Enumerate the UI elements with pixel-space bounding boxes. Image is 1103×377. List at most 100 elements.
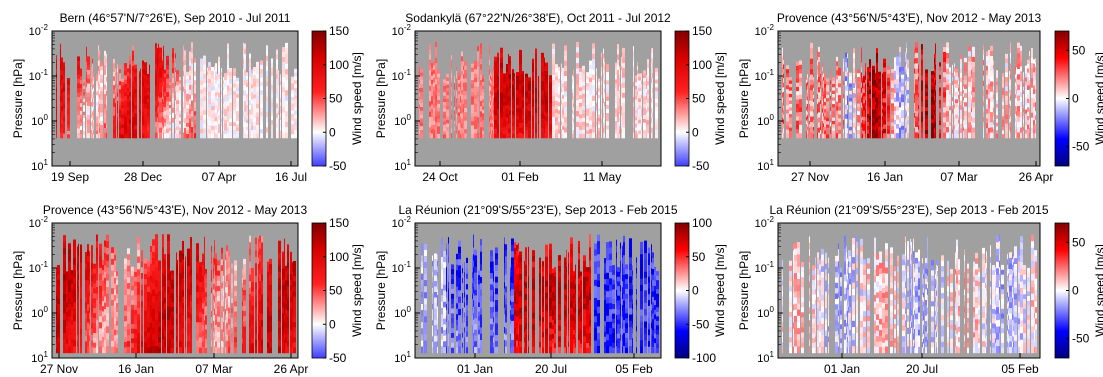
heatmap-cell — [622, 97, 625, 104]
heatmap-cell — [1031, 112, 1033, 119]
heatmap-cell — [958, 112, 959, 117]
heatmap-cell — [61, 110, 63, 116]
heatmap-cell — [925, 96, 928, 101]
heatmap-cell — [106, 63, 107, 69]
heatmap-cell — [896, 119, 899, 125]
heatmap-cell — [56, 64, 57, 70]
heatmap-cell — [276, 132, 278, 139]
heatmap-cell — [223, 114, 224, 119]
heatmap-cell — [849, 87, 852, 92]
heatmap-cell — [894, 66, 896, 72]
heatmap-cell — [905, 128, 906, 134]
heatmap-cell — [508, 133, 509, 139]
heatmap-cell — [643, 77, 646, 83]
heatmap-cell — [647, 85, 649, 91]
heatmap-cell — [796, 82, 799, 88]
heatmap-cell — [186, 82, 189, 88]
heatmap-cell — [244, 59, 246, 66]
heatmap-cell — [493, 129, 494, 135]
heatmap-cell — [1035, 115, 1036, 121]
heatmap-cell — [946, 63, 949, 70]
heatmap-cell — [867, 133, 869, 139]
heatmap-cell — [1009, 126, 1010, 131]
heatmap-cell — [169, 78, 171, 83]
heatmap-cell — [140, 130, 141, 135]
heatmap-cell — [175, 128, 176, 134]
heatmap-cell — [113, 76, 115, 82]
heatmap-cell — [184, 50, 186, 56]
heatmap-cell — [435, 95, 437, 101]
heatmap-cell — [619, 117, 620, 123]
heatmap-cell — [420, 114, 423, 120]
heatmap-cell — [435, 57, 437, 64]
heatmap-cell — [857, 99, 860, 105]
heatmap-cell — [832, 120, 835, 125]
heatmap-cell — [869, 76, 871, 82]
heatmap-cell — [172, 63, 174, 69]
heatmap-cell — [899, 57, 901, 63]
heatmap-cell — [1005, 53, 1008, 60]
heatmap-cell — [233, 83, 236, 89]
heatmap-cell — [491, 88, 492, 93]
heatmap-cell — [573, 111, 574, 116]
heatmap-cell — [458, 94, 460, 99]
heatmap-cell — [175, 114, 176, 120]
heatmap-cell — [221, 122, 222, 127]
heatmap-cell — [99, 84, 100, 90]
heatmap-cell — [492, 109, 493, 114]
heatmap-cell — [433, 107, 435, 113]
heatmap-cell — [817, 60, 818, 66]
heatmap-cell — [896, 106, 899, 112]
heatmap-cell — [106, 77, 107, 83]
heatmap-cell — [619, 98, 620, 103]
heatmap-cell — [946, 105, 949, 112]
heatmap-cell — [223, 93, 224, 98]
heatmap-cell — [960, 82, 962, 88]
heatmap-cell — [285, 63, 288, 70]
heatmap-cell — [782, 47, 783, 54]
heatmap-cell — [443, 115, 446, 119]
heatmap-cell — [494, 56, 497, 62]
heatmap-cell — [519, 108, 522, 114]
heatmap-cell — [155, 116, 157, 123]
heatmap-cell — [960, 114, 962, 120]
heatmap-cell — [826, 124, 829, 129]
heatmap-cell — [443, 131, 446, 135]
heatmap-cell — [492, 78, 493, 83]
heatmap-cell — [494, 128, 497, 134]
heatmap-cell — [875, 87, 876, 92]
heatmap-cell — [492, 116, 493, 121]
heatmap-cell — [817, 128, 818, 134]
heatmap-cell — [129, 123, 131, 130]
heatmap-cell — [823, 119, 824, 124]
heatmap-cell — [899, 97, 901, 103]
heatmap-cell — [429, 106, 431, 113]
heatmap-cell — [106, 119, 107, 125]
heatmap-cell — [968, 81, 971, 88]
heatmap-cell — [528, 134, 531, 139]
heatmap-cell — [61, 93, 63, 99]
heatmap-cell — [147, 73, 149, 78]
heatmap-cell — [519, 118, 522, 124]
heatmap-cell — [907, 111, 909, 117]
heatmap-cell — [809, 117, 810, 122]
heatmap-cell — [971, 65, 972, 71]
heatmap-cell — [249, 90, 251, 97]
heatmap-cell — [906, 90, 907, 96]
heatmap-cell — [172, 117, 174, 124]
heatmap-cell — [983, 101, 984, 108]
heatmap-cell — [493, 74, 494, 79]
heatmap-cell — [896, 88, 899, 94]
heatmap-cell — [849, 83, 852, 88]
heatmap-cell — [63, 280, 66, 288]
heatmap-cell — [503, 116, 506, 121]
heatmap-cell — [573, 80, 574, 86]
heatmap-cell — [516, 72, 519, 77]
heatmap-cell — [100, 112, 103, 118]
heatmap-cell — [925, 122, 928, 127]
heatmap-cell — [901, 106, 904, 111]
heatmap-cell — [1027, 120, 1029, 126]
heatmap-cell — [589, 64, 592, 70]
heatmap-cell — [935, 90, 936, 97]
heatmap-cell — [836, 92, 838, 98]
